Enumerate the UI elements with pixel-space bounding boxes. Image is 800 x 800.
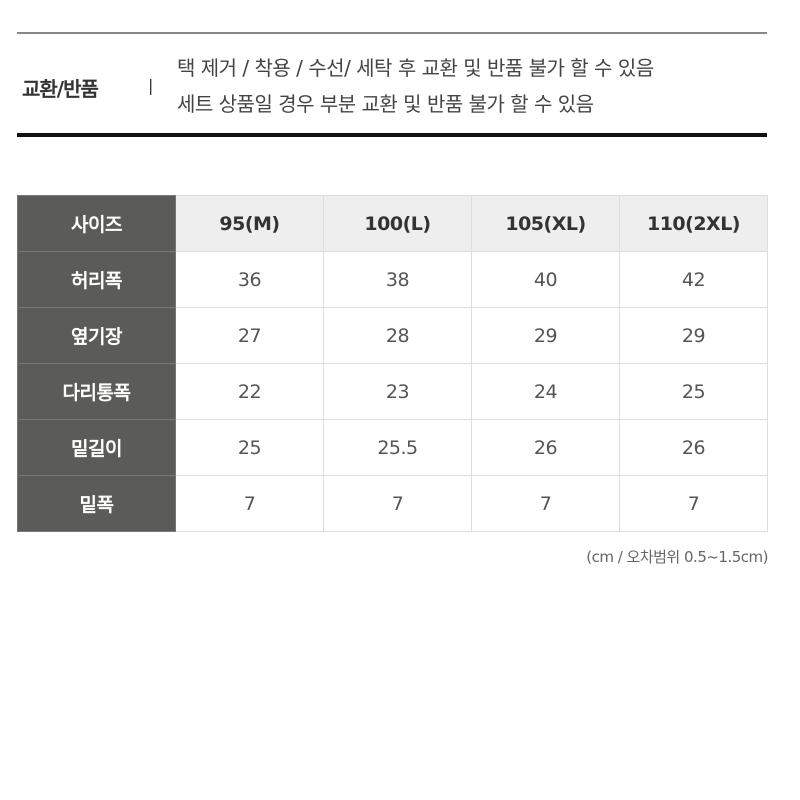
- table-cell: 29: [471, 307, 620, 364]
- label-separator: |: [148, 76, 154, 95]
- table-row: 밑길이 25 25.5 26 26: [17, 419, 768, 476]
- table-cell: 26: [619, 419, 768, 476]
- row-label: 밑폭: [17, 475, 176, 532]
- table-cell: 7: [471, 475, 620, 532]
- row-label: 다리통폭: [17, 363, 176, 420]
- table-cell: 7: [323, 475, 472, 532]
- table-cell: 22: [175, 363, 324, 420]
- table-cell: 38: [323, 251, 472, 308]
- policy-line: 택 제거 / 착용 / 수선/ 세탁 후 교환 및 반품 불가 할 수 있음: [177, 56, 654, 80]
- measurement-note: (cm / 오차범위 0.5~1.5cm): [586, 548, 768, 566]
- table-cell: 24: [471, 363, 620, 420]
- table-cell: 29: [619, 307, 768, 364]
- divider-bottom: [17, 133, 767, 137]
- table-cell: 7: [619, 475, 768, 532]
- header-cell: 110(2XL): [619, 195, 768, 252]
- table-row: 다리통폭 22 23 24 25: [17, 363, 768, 420]
- table-cell: 7: [175, 475, 324, 532]
- table-cell: 26: [471, 419, 620, 476]
- header-cell: 95(M): [175, 195, 324, 252]
- table-row: 허리폭 36 38 40 42: [17, 251, 768, 308]
- policy-line: 세트 상품일 경우 부분 교환 및 반품 불가 할 수 있음: [177, 92, 594, 116]
- row-label: 밑길이: [17, 419, 176, 476]
- table-cell: 28: [323, 307, 472, 364]
- table-cell: 25.5: [323, 419, 472, 476]
- table-cell: 23: [323, 363, 472, 420]
- divider-top: [17, 32, 767, 34]
- table-cell: 27: [175, 307, 324, 364]
- exchange-policy: 택 제거 / 착용 / 수선/ 세탁 후 교환 및 반품 불가 할 수 있음 세…: [177, 50, 654, 122]
- table-cell: 40: [471, 251, 620, 308]
- table-row: 옆기장 27 28 29 29: [17, 307, 768, 364]
- table-cell: 25: [619, 363, 768, 420]
- table-cell: 42: [619, 251, 768, 308]
- table-cell: 25: [175, 419, 324, 476]
- exchange-label: 교환/반품: [22, 77, 99, 101]
- row-label: 옆기장: [17, 307, 176, 364]
- row-label: 허리폭: [17, 251, 176, 308]
- header-cell: 105(XL): [471, 195, 620, 252]
- header-cell: 사이즈: [17, 195, 176, 252]
- table-row: 밑폭 7 7 7 7: [17, 475, 768, 532]
- header-cell: 100(L): [323, 195, 472, 252]
- table-header-row: 사이즈 95(M) 100(L) 105(XL) 110(2XL): [17, 195, 768, 252]
- size-table: 사이즈 95(M) 100(L) 105(XL) 110(2XL) 허리폭 36 3…: [17, 195, 768, 532]
- table-cell: 36: [175, 251, 324, 308]
